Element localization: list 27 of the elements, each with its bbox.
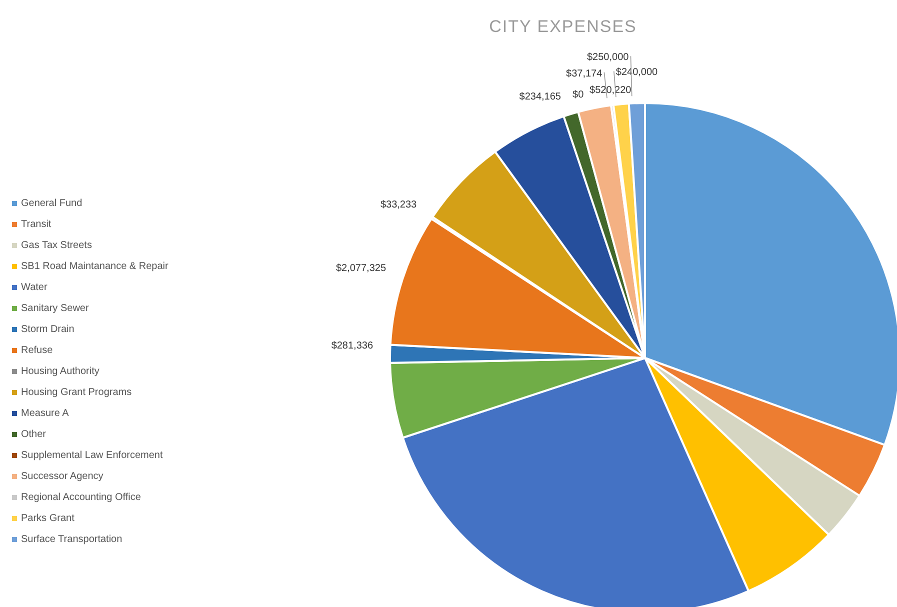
legend-label: Water bbox=[21, 281, 48, 295]
legend-label: Storm Drain bbox=[21, 323, 74, 337]
data-label: $33,233 bbox=[380, 199, 418, 210]
legend-label: Refuse bbox=[21, 344, 53, 358]
legend-label: Gas Tax Streets bbox=[21, 239, 92, 253]
data-label: $234,165 bbox=[519, 91, 562, 102]
legend-label: Other bbox=[21, 428, 46, 442]
chart-title: CITY EXPENSES bbox=[489, 17, 637, 36]
legend-label: Housing Authority bbox=[21, 365, 100, 379]
legend-label: SB1 Road Maintanance & Repair bbox=[21, 260, 168, 274]
data-label: $250,000 bbox=[587, 52, 630, 64]
data-label: $520,220 bbox=[590, 85, 632, 96]
text: $0 bbox=[572, 89, 584, 100]
legend-label: Regional Accounting Office bbox=[21, 491, 141, 505]
legend-label: Sanitary Sewer bbox=[21, 302, 89, 316]
data-label: $281,336 bbox=[331, 340, 374, 352]
legend-label: Supplemental Law Enforcement bbox=[21, 449, 163, 463]
data-label: $2,077,325 bbox=[336, 262, 386, 274]
legend-label: Parks Grant bbox=[21, 512, 74, 526]
legend-label: Successor Agency bbox=[21, 470, 104, 484]
data-label: $240,000 bbox=[616, 67, 658, 78]
legend-label: Surface Transportation bbox=[21, 533, 122, 547]
data-label: $37,174 bbox=[566, 68, 603, 80]
legend-label: General Fund bbox=[21, 197, 82, 211]
legend-label: Measure A bbox=[21, 407, 69, 421]
legend-label: Transit bbox=[21, 218, 52, 232]
legend-label: Housing Grant Programs bbox=[21, 386, 132, 400]
